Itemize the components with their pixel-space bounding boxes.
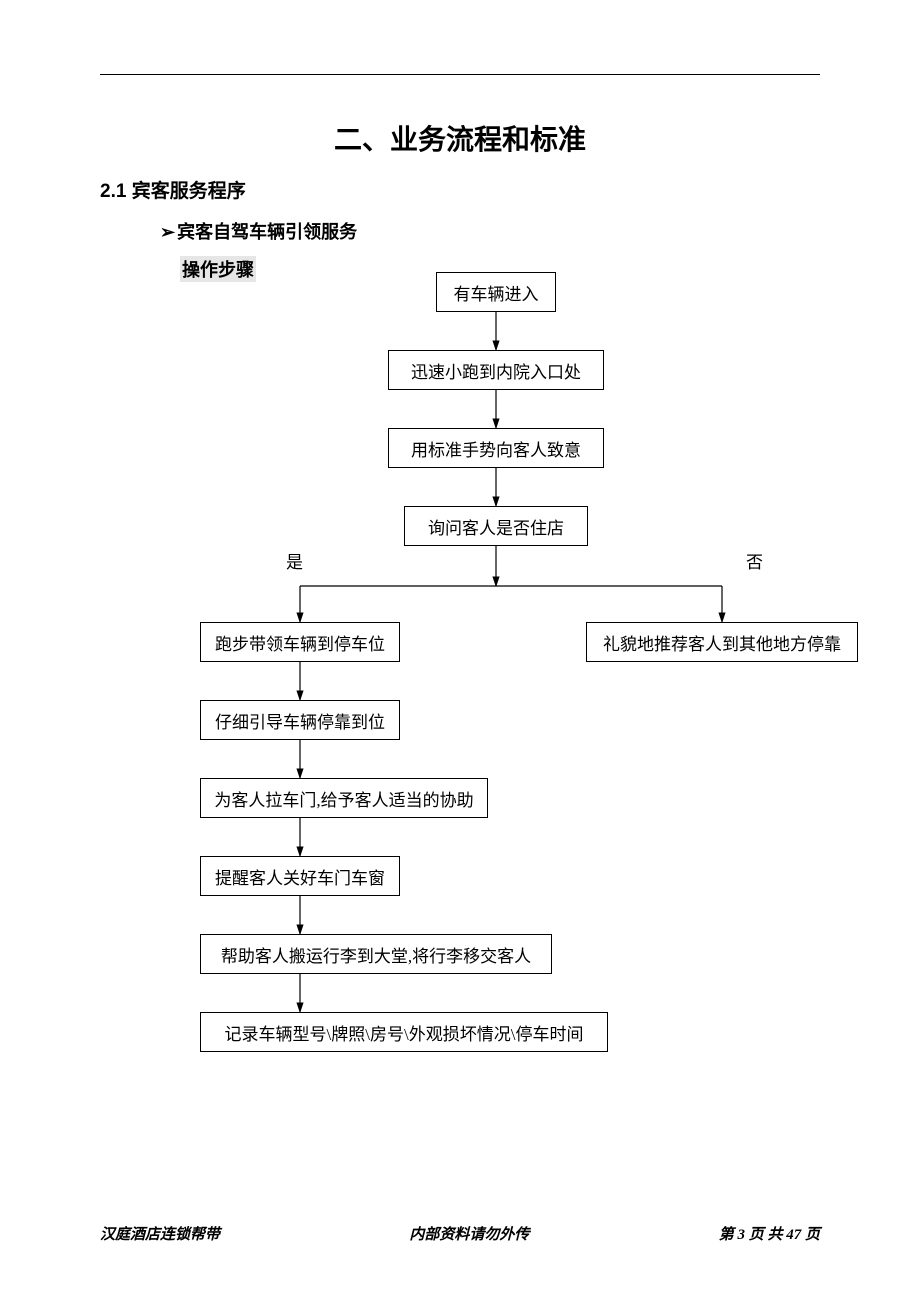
flow-node: 为客人拉车门,给予客人适当的协助 [200,778,488,818]
flow-node-decision: 询问客人是否住店 [404,506,588,546]
flow-node-start: 有车辆进入 [436,272,556,312]
flow-node: 迅速小跑到内院入口处 [388,350,604,390]
flow-node-end: 记录车辆型号\牌照\房号\外观损坏情况\停车时间 [200,1012,608,1052]
sub-title: ➢宾客自驾车辆引领服务 [160,218,357,244]
footer-right: 第 3 页 共 47 页 [719,1223,820,1244]
section-title: 2.1 宾客服务程序 [100,176,246,203]
flow-node-no-branch: 礼貌地推荐客人到其他地方停靠 [586,622,858,662]
flow-node: 用标准手势向客人致意 [388,428,604,468]
flow-node: 跑步带领车辆到停车位 [200,622,400,662]
flow-node: 仔细引导车辆停靠到位 [200,700,400,740]
page-footer: 汉庭酒店连锁帮带 内部资料请勿外传 第 3 页 共 47 页 [100,1223,820,1244]
sub-title-text: 宾客自驾车辆引领服务 [177,222,357,242]
flowchart: 有车辆进入 迅速小跑到内院入口处 用标准手势向客人致意 询问客人是否住店 是 否… [100,272,860,1072]
flow-node: 帮助客人搬运行李到大堂,将行李移交客人 [200,934,552,974]
triangle-marker-icon: ➢ [160,222,175,242]
footer-left: 汉庭酒店连锁帮带 [100,1223,220,1244]
decision-label-yes: 是 [286,548,303,573]
footer-center: 内部资料请勿外传 [409,1223,529,1244]
document-page: 二、业务流程和标准 2.1 宾客服务程序 ➢宾客自驾车辆引领服务 操作步骤 [0,0,920,1302]
header-rule [100,74,820,75]
flow-node: 提醒客人关好车门车窗 [200,856,400,896]
decision-label-no: 否 [746,548,763,573]
main-title: 二、业务流程和标准 [0,118,920,158]
